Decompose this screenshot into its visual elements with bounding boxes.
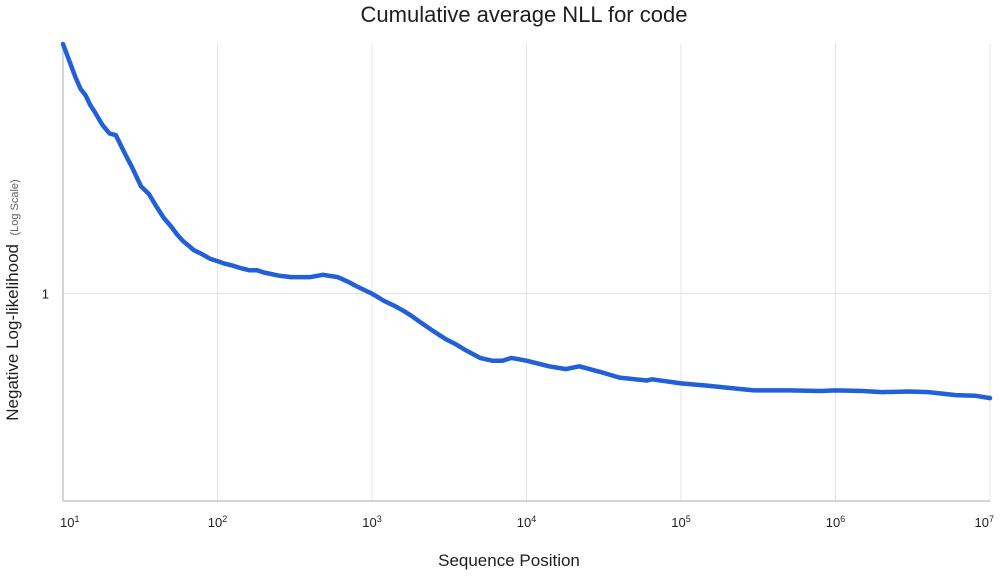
x-tick-label: 102 (208, 514, 227, 530)
x-tick-exponent: 5 (686, 514, 691, 524)
x-tick-label: 105 (671, 514, 690, 530)
y-axis-label-group: Negative Log-likelihood (Log Scale) (3, 179, 22, 420)
y-tick-labels: 1 (42, 287, 49, 302)
grid (63, 44, 991, 501)
x-axis-label: Sequence Position (438, 551, 580, 570)
chart-title: Cumulative average NLL for code (361, 2, 688, 27)
series-layer (60, 41, 993, 401)
x-tick-base: 10 (60, 515, 74, 530)
x-tick-exponent: 1 (74, 514, 79, 524)
x-tick-label: 103 (362, 514, 381, 530)
x-tick-base: 10 (671, 515, 685, 530)
series-line-nll (60, 41, 993, 401)
y-axis-scale-note: (Log Scale) (9, 179, 21, 235)
x-tick-exponent: 3 (377, 514, 382, 524)
x-tick-base: 10 (975, 515, 989, 530)
x-tick-exponent: 2 (222, 514, 227, 524)
x-tick-exponent: 7 (989, 514, 994, 524)
x-tick-labels: 101 102 103 104 105 106 107 (60, 514, 994, 530)
x-tick-label: 106 (826, 514, 845, 530)
x-tick-exponent: 4 (531, 514, 536, 524)
x-tick-label: 101 (60, 514, 79, 530)
x-tick-base: 10 (826, 515, 840, 530)
x-tick-base: 10 (362, 515, 376, 530)
x-tick-label: 104 (517, 514, 536, 530)
x-tick-exponent: 6 (840, 514, 845, 524)
x-tick-base: 10 (208, 515, 222, 530)
x-tick-label: 107 (975, 514, 994, 530)
x-tick-base: 10 (517, 515, 531, 530)
y-tick-label: 1 (42, 287, 49, 302)
y-axis-label: Negative Log-likelihood (3, 244, 22, 421)
